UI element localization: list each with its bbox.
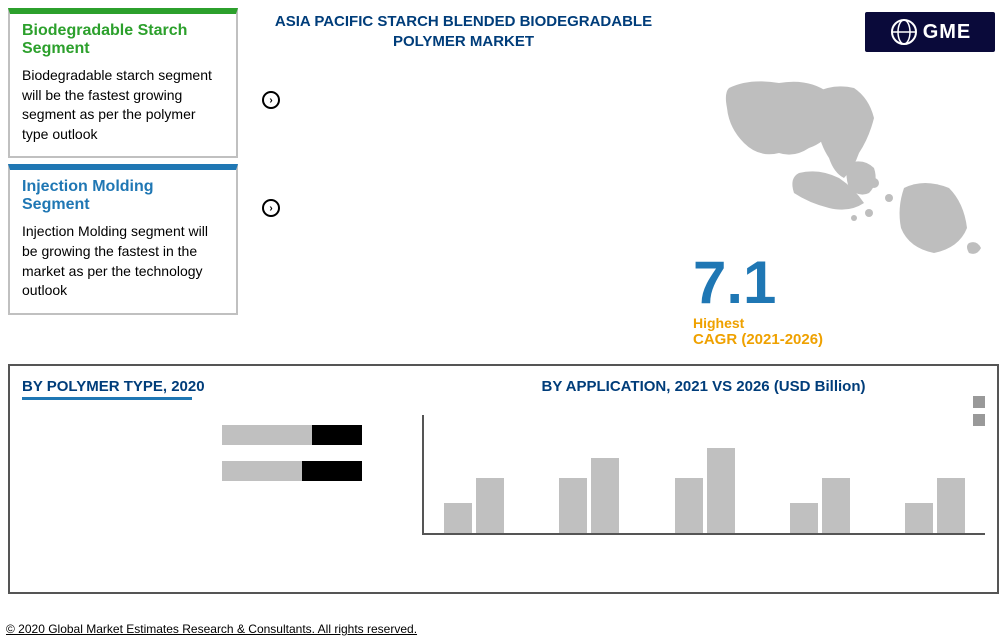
legend-box-icon	[973, 396, 985, 408]
asia-pacific-map	[709, 68, 989, 268]
polymer-title: BY POLYMER TYPE, 2020	[22, 378, 402, 395]
legend-item-1	[973, 396, 985, 408]
bar-2021	[790, 503, 818, 533]
gme-logo: GME	[865, 12, 995, 52]
bullet-row-2: ›	[262, 199, 665, 217]
bar-2026	[822, 478, 850, 533]
hbar-chart-area	[22, 425, 402, 481]
bar-2021	[559, 478, 587, 533]
title-underline	[22, 397, 192, 400]
bullet-row-1: ›	[262, 91, 665, 109]
bar-2026	[707, 448, 735, 533]
card-biodegradable: Biodegradable Starch Segment Biodegradab…	[8, 8, 238, 158]
bottom-charts-panel: BY POLYMER TYPE, 2020 BY APPLICATION, 20…	[8, 364, 999, 594]
logo-text: GME	[923, 21, 972, 44]
center-panel: ASIA PACIFIC STARCH BLENDED BIODEGRADABL…	[242, 8, 685, 358]
hbar-segment	[312, 425, 362, 445]
polymer-chart: BY POLYMER TYPE, 2020	[22, 378, 402, 580]
cagr-block: 7.1 Highest CAGR (2021-2026)	[693, 253, 823, 348]
card2-title: Injection Molding Segment	[10, 170, 236, 218]
cagr-value: 7.1	[693, 253, 823, 313]
app-title: BY APPLICATION, 2021 VS 2026 (USD Billio…	[422, 378, 985, 395]
hbar-row	[222, 425, 402, 445]
legend-box-icon	[973, 414, 985, 426]
globe-icon	[889, 17, 919, 47]
bar-2026	[591, 458, 619, 533]
main-title: ASIA PACIFIC STARCH BLENDED BIODEGRADABL…	[262, 12, 665, 51]
application-chart: BY APPLICATION, 2021 VS 2026 (USD Billio…	[422, 378, 985, 580]
legend-item-2	[973, 414, 985, 426]
bar-group	[559, 458, 619, 533]
bar-2021	[675, 478, 703, 533]
hbar-segment	[222, 461, 302, 481]
chevron-right-icon: ›	[262, 199, 280, 217]
bar-group	[675, 448, 735, 533]
bar-group	[905, 478, 965, 533]
bar-chart-area	[422, 415, 985, 535]
right-panel: GME 7.1 Highest CA	[689, 8, 999, 358]
bar-group	[444, 478, 504, 533]
cagr-label: CAGR (2021-2026)	[693, 331, 823, 348]
card2-body: Injection Molding segment will be growin…	[10, 218, 236, 312]
bar-2026	[937, 478, 965, 533]
bar-2021	[905, 503, 933, 533]
hbar-row	[222, 461, 402, 481]
chevron-right-icon: ›	[262, 91, 280, 109]
hbar-segment	[302, 461, 362, 481]
hbar-segment	[222, 425, 312, 445]
bar-2026	[476, 478, 504, 533]
left-cards-panel: Biodegradable Starch Segment Biodegradab…	[8, 8, 238, 358]
cagr-highest: Highest	[693, 315, 823, 331]
chart-legend	[973, 396, 985, 426]
bar-group	[790, 478, 850, 533]
card-injection: Injection Molding Segment Injection Mold…	[8, 164, 238, 314]
card1-title: Biodegradable Starch Segment	[10, 14, 236, 62]
copyright-text: © 2020 Global Market Estimates Research …	[6, 622, 417, 636]
card1-body: Biodegradable starch segment will be the…	[10, 62, 236, 156]
bar-2021	[444, 503, 472, 533]
